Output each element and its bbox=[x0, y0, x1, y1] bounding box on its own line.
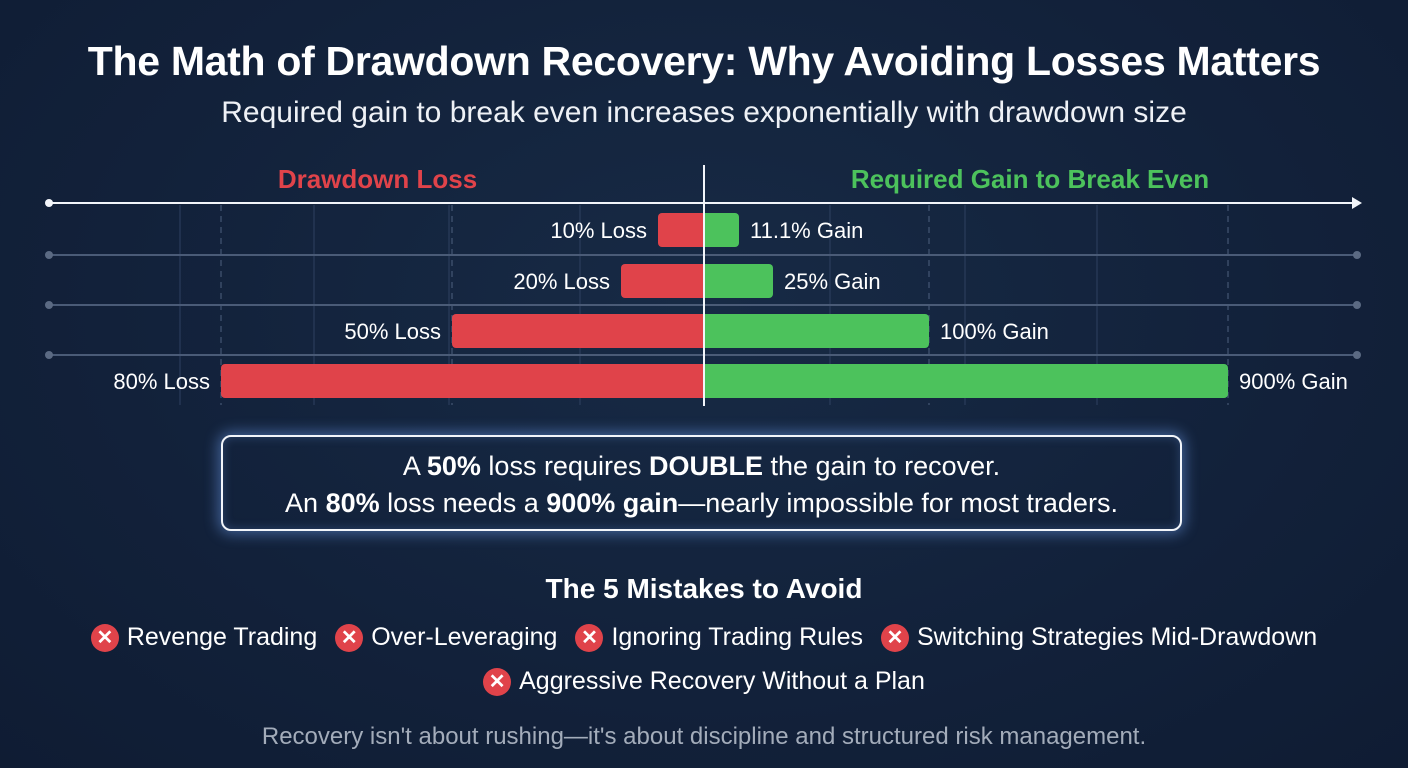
callout-line-2: An 80% loss needs a 900% gain—nearly imp… bbox=[285, 488, 1118, 518]
separator-dot bbox=[45, 351, 53, 359]
mistakes-row-1: ✕ Revenge Trading ✕ Over-Leveraging ✕ Ignorin… bbox=[0, 622, 1408, 652]
loss-label: 50% Loss bbox=[344, 319, 441, 344]
gain-bar-edge bbox=[704, 314, 709, 348]
loss-bar bbox=[621, 264, 708, 298]
separator-dot bbox=[45, 251, 53, 259]
x-circle-icon: ✕ bbox=[483, 667, 512, 696]
callout-box: A 50% loss requires DOUBLE the gain to r… bbox=[221, 435, 1182, 531]
gain-bar-edge bbox=[704, 213, 709, 247]
mistake-item: ✕ Aggressive Recovery Without a Plan bbox=[483, 667, 925, 696]
mistake-item: ✕ Switching Strategies Mid-Drawdown bbox=[881, 623, 1317, 652]
axis-start-dot bbox=[45, 199, 53, 207]
gain-bar-edge bbox=[704, 364, 709, 398]
loss-bar bbox=[221, 364, 708, 398]
gain-bar-edge bbox=[704, 264, 709, 298]
separator-dot bbox=[1353, 251, 1361, 259]
mistakes-title: The 5 Mistakes to Avoid bbox=[545, 573, 863, 604]
diverging-bar-chart: 10% Loss 11.1% Gain 20% Loss 25% Gain 50% Lo… bbox=[45, 165, 1362, 406]
mistake-item: ✕ Ignoring Trading Rules bbox=[575, 623, 863, 652]
callout-line-1: A 50% loss requires DOUBLE the gain to r… bbox=[402, 451, 1001, 481]
loss-bar bbox=[658, 213, 708, 247]
gain-bar bbox=[704, 213, 739, 247]
gain-bar bbox=[704, 264, 773, 298]
mistake-item: ✕ Over-Leveraging bbox=[335, 623, 557, 652]
loss-label: 20% Loss bbox=[513, 269, 610, 294]
page-subtitle: Required gain to break even increases ex… bbox=[221, 96, 1187, 129]
x-circle-icon: ✕ bbox=[335, 623, 364, 652]
gain-bar bbox=[704, 314, 929, 348]
separator-dot bbox=[1353, 301, 1361, 309]
loss-label: 10% Loss bbox=[550, 218, 647, 243]
loss-side-label: Drawdown Loss bbox=[277, 164, 478, 194]
mistake-item: ✕ Revenge Trading bbox=[90, 623, 317, 652]
axis-arrow-icon bbox=[1352, 197, 1362, 209]
mistakes-row-2: ✕ Aggressive Recovery Without a Plan bbox=[0, 666, 1408, 696]
x-circle-icon: ✕ bbox=[881, 623, 909, 652]
separator-dot bbox=[45, 301, 53, 309]
page-title: The Math of Drawdown Recovery: Why Avoid… bbox=[87, 38, 1321, 84]
x-circle-icon: ✕ bbox=[575, 623, 604, 652]
separator-dot bbox=[1353, 351, 1361, 359]
footer-note: Recovery isn't about rushing—it's about … bbox=[261, 723, 1147, 750]
gain-bar bbox=[704, 364, 1228, 398]
gain-label: 900% Gain bbox=[1239, 369, 1348, 394]
gain-side-label: Required Gain to Break Even bbox=[850, 164, 1210, 194]
gain-label: 11.1% Gain bbox=[750, 218, 863, 243]
gain-label: 25% Gain bbox=[784, 269, 881, 294]
loss-label: 80% Loss bbox=[113, 369, 210, 394]
gain-label: 100% Gain bbox=[940, 319, 1049, 344]
loss-bar bbox=[452, 314, 708, 348]
x-circle-icon: ✕ bbox=[90, 623, 119, 652]
